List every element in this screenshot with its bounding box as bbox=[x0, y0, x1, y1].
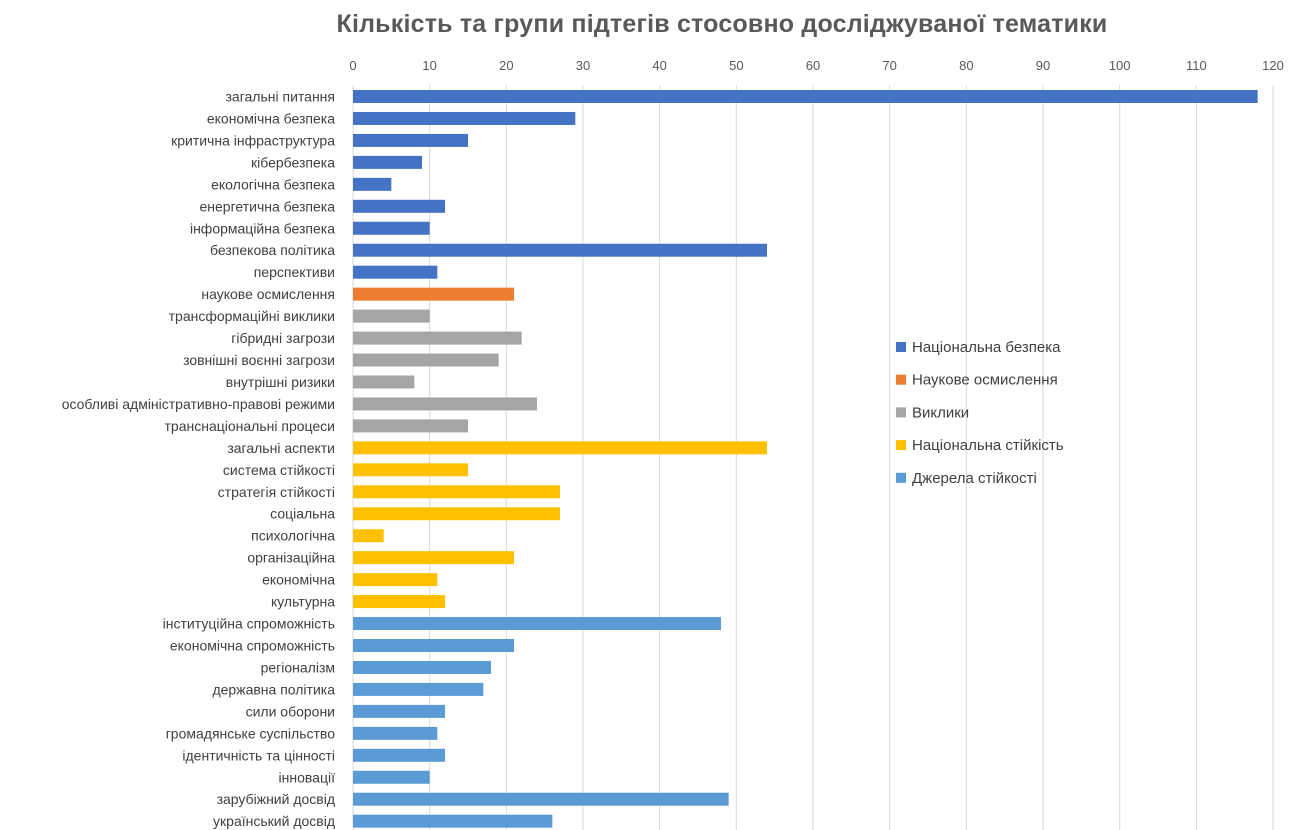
bar bbox=[353, 595, 445, 609]
bar bbox=[353, 485, 560, 499]
category-label: державна політика bbox=[212, 681, 335, 697]
category-label: кібербезпека bbox=[251, 154, 335, 170]
legend-label: Національна стійкість bbox=[912, 437, 1064, 454]
bar bbox=[353, 814, 553, 828]
bar bbox=[353, 331, 522, 345]
bar bbox=[353, 133, 468, 147]
category-label: зовнішні воєнні загрози bbox=[183, 352, 335, 368]
x-tick-label: 10 bbox=[422, 58, 436, 73]
bar bbox=[353, 243, 767, 257]
category-label: транснаціональні процеси bbox=[165, 418, 335, 434]
legend-label: Джерела стійкості bbox=[912, 470, 1037, 487]
bar bbox=[353, 660, 491, 674]
category-label: загальні аспекти bbox=[227, 440, 335, 456]
legend-swatch bbox=[896, 440, 906, 451]
x-tick-label: 120 bbox=[1262, 58, 1284, 73]
bar bbox=[353, 90, 1258, 103]
bar bbox=[353, 529, 384, 543]
category-label: критична інфраструктура bbox=[171, 132, 335, 148]
grid-lines bbox=[352, 85, 1274, 830]
category-label: соціальна bbox=[270, 506, 335, 522]
category-label: інновації bbox=[279, 769, 336, 785]
x-tick-label: 40 bbox=[652, 58, 666, 73]
legend-swatch bbox=[896, 407, 906, 418]
category-label: інформаційна безпека bbox=[190, 220, 335, 236]
bars bbox=[353, 90, 1258, 828]
x-tick-label: 20 bbox=[499, 58, 513, 73]
category-label: особливі адміністративно-правові режими bbox=[62, 396, 335, 412]
bar bbox=[353, 155, 422, 169]
category-label: гібридні загрози bbox=[231, 330, 335, 346]
bar bbox=[353, 726, 438, 740]
x-tick-label: 30 bbox=[576, 58, 590, 73]
bar bbox=[353, 375, 415, 389]
category-label: перспективи bbox=[254, 264, 335, 280]
bar bbox=[353, 704, 445, 718]
category-labels: загальні питання економічна безпека критич… bbox=[62, 89, 336, 830]
x-tick-label: 0 bbox=[349, 58, 356, 73]
bar bbox=[353, 617, 721, 631]
legend-swatch bbox=[896, 342, 906, 352]
legend-swatch bbox=[896, 374, 906, 385]
bar bbox=[353, 309, 430, 323]
category-label: зарубіжний досвід bbox=[217, 791, 335, 807]
category-label: культурна bbox=[271, 594, 335, 610]
category-label: економічна bbox=[262, 572, 335, 588]
category-label: трансформаційні виклики bbox=[169, 308, 335, 324]
category-label: організаційна bbox=[247, 550, 335, 566]
category-label: економічна спроможність bbox=[170, 638, 335, 654]
x-tick-label: 80 bbox=[959, 58, 973, 73]
bar bbox=[353, 770, 430, 784]
x-tick-label: 50 bbox=[729, 58, 743, 73]
category-label: стратегія стійкості bbox=[218, 484, 335, 500]
category-label: екологічна безпека bbox=[211, 176, 335, 192]
bar bbox=[353, 287, 514, 301]
legend: Національна безпека Наукове осмислення Вик… bbox=[896, 339, 1064, 487]
category-label: загальні питання bbox=[226, 89, 335, 105]
bar bbox=[353, 463, 468, 477]
bar bbox=[353, 177, 392, 191]
x-tick-label: 100 bbox=[1109, 58, 1131, 73]
category-label: енергетична безпека bbox=[200, 198, 336, 214]
x-tick-label: 90 bbox=[1036, 58, 1050, 73]
bar bbox=[353, 792, 729, 806]
bar bbox=[353, 111, 576, 125]
bar bbox=[353, 748, 445, 762]
legend-label: Виклики bbox=[912, 404, 969, 421]
category-label: ідентичність та цінності bbox=[182, 747, 335, 763]
bar bbox=[353, 419, 468, 433]
bar bbox=[353, 551, 514, 565]
category-label: економічна безпека bbox=[207, 110, 335, 126]
category-label: громадянське суспільство bbox=[166, 725, 336, 741]
bar bbox=[353, 265, 438, 279]
bar bbox=[353, 221, 430, 235]
bar bbox=[353, 353, 499, 367]
legend-label: Національна безпека bbox=[912, 339, 1061, 356]
legend-swatch bbox=[896, 472, 906, 483]
category-label: внутрішні ризики bbox=[226, 374, 335, 390]
legend-label: Наукове осмислення bbox=[912, 372, 1058, 389]
category-label: безпекова політика bbox=[210, 242, 335, 258]
bar bbox=[353, 397, 537, 411]
chart-title: Кількість та групи підтегів стосовно дос… bbox=[336, 10, 1108, 38]
x-tick-label: 70 bbox=[882, 58, 896, 73]
x-tick-label: 110 bbox=[1186, 58, 1207, 73]
category-label: психологічна bbox=[251, 528, 335, 544]
category-label: сили оборони bbox=[246, 703, 335, 719]
category-label: український досвід bbox=[213, 813, 335, 829]
bar bbox=[353, 507, 560, 521]
bar bbox=[353, 573, 438, 587]
category-label: інституційна спроможність bbox=[163, 616, 335, 632]
bar bbox=[353, 199, 445, 213]
category-label: наукове осмислення bbox=[201, 286, 335, 302]
bar bbox=[353, 639, 514, 652]
bar bbox=[353, 682, 484, 696]
category-label: регіоналізм bbox=[261, 659, 335, 675]
x-axis-ticks: 0 10 20 30 40 50 60 70 80 90 100 110 120 bbox=[349, 58, 1283, 73]
category-label: система стійкості bbox=[223, 462, 335, 478]
x-tick-label: 60 bbox=[806, 58, 820, 73]
bar bbox=[353, 441, 767, 455]
